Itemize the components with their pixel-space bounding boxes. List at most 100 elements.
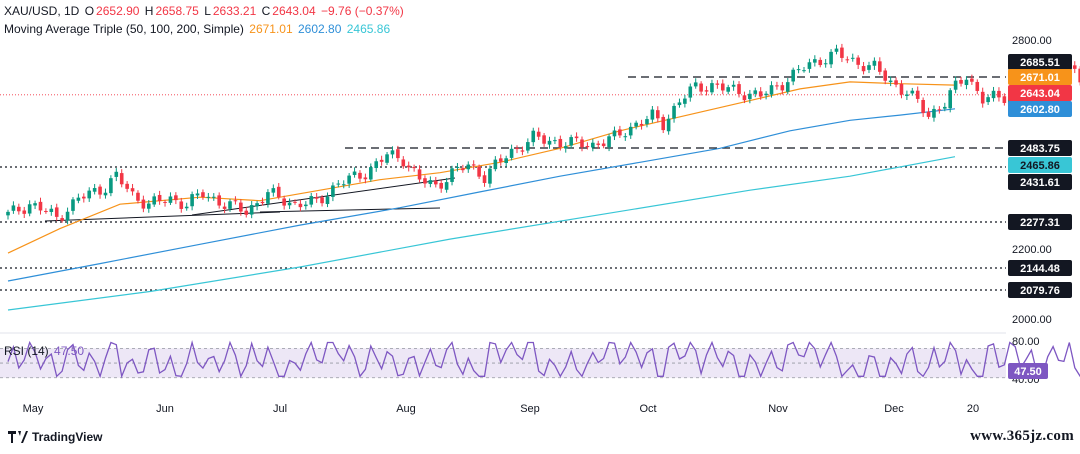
price-tag-bg	[1008, 174, 1072, 190]
price-tag-label: 2671.01	[1020, 72, 1060, 84]
candle-body	[688, 86, 693, 98]
candle-body	[466, 164, 471, 170]
candle-body	[109, 178, 113, 194]
candle-body	[136, 192, 140, 201]
candle-body	[704, 90, 709, 92]
candle-body	[574, 136, 579, 139]
change-value: −9.76 (−0.37%)	[321, 4, 404, 18]
candle-body	[628, 126, 633, 136]
x-tick-label: Oct	[639, 403, 656, 415]
candle-body	[591, 142, 595, 148]
candle-body	[125, 183, 129, 189]
candle-body	[471, 164, 476, 166]
candle-body	[634, 122, 638, 127]
price-tag-label: 2483.75	[1020, 143, 1060, 155]
rsi-line	[7, 339, 1080, 379]
rsi-tag: 47.50	[1008, 363, 1048, 379]
watermark: www.365jz.com	[970, 428, 1074, 444]
candle-body	[222, 206, 227, 209]
low-label: L	[204, 4, 211, 18]
y-tick-label: 2200.00	[1012, 244, 1052, 256]
candle-body	[255, 203, 259, 207]
close-label: C	[261, 4, 271, 18]
candle-body	[910, 90, 915, 94]
candle-body	[401, 159, 406, 167]
candle-body	[802, 70, 806, 72]
candle-body	[27, 204, 32, 214]
rsi-tag-bg	[1008, 363, 1048, 379]
candle-body	[677, 102, 682, 106]
price-tag-label: 2277.31	[1020, 217, 1060, 229]
candle-body	[195, 193, 200, 196]
candle-body	[926, 111, 931, 117]
candle-body	[769, 85, 774, 95]
candle-body	[899, 83, 904, 95]
candle-body	[482, 175, 487, 183]
candle-body	[385, 154, 389, 163]
candle-body	[509, 148, 514, 158]
candle-body	[17, 206, 21, 212]
candle-body	[553, 140, 557, 142]
candle-body	[271, 188, 276, 193]
high-value: 2658.75	[155, 4, 199, 18]
candle-body	[796, 69, 801, 71]
x-tick-label: May	[23, 403, 44, 415]
candle-body	[964, 79, 969, 86]
candle-body	[829, 51, 833, 65]
candle-body	[785, 82, 790, 92]
candle-body	[239, 202, 243, 212]
candle-body	[119, 173, 124, 185]
x-tick-label: Aug	[396, 403, 416, 415]
candle-body	[130, 188, 135, 192]
candle-body	[888, 80, 893, 82]
price-tag-label: 2079.76	[1020, 285, 1060, 297]
candle-body	[569, 137, 573, 146]
candle-body	[157, 194, 162, 202]
x-tick-label: 20	[967, 403, 979, 415]
price-tag-bg	[1008, 214, 1072, 230]
candle-body	[731, 84, 736, 87]
candle-body	[748, 93, 752, 100]
high-label: H	[144, 4, 154, 18]
rsi-header: RSI (14) 47.50	[4, 344, 86, 358]
tradingview-logo[interactable]: TradingView	[8, 430, 102, 444]
candle-body	[390, 150, 395, 155]
candle-body	[423, 178, 427, 184]
candle-body	[304, 204, 308, 207]
ma200-value: 2465.86	[346, 22, 391, 36]
price-tag: 2079.76	[1008, 282, 1072, 298]
candle-body	[141, 199, 146, 209]
price-tag: 2431.61	[1008, 174, 1072, 190]
candle-body	[937, 109, 942, 111]
candle-body	[959, 79, 963, 84]
candle-body	[563, 146, 568, 149]
candle-body	[683, 98, 687, 104]
price-tag: 2144.48	[1008, 260, 1072, 276]
price-tag-bg	[1008, 69, 1072, 85]
candle-body	[249, 205, 254, 215]
candle-body	[49, 208, 54, 212]
candle-body	[580, 139, 584, 148]
candle-body	[672, 105, 676, 119]
candle-body	[720, 83, 725, 91]
candle-body	[932, 108, 936, 118]
price-tag-bg	[1008, 157, 1072, 173]
candle-body	[498, 158, 503, 162]
candle-body	[997, 90, 1001, 98]
rsi-tag-label: 47.50	[1014, 366, 1042, 378]
price-tag: 2483.75	[1008, 140, 1072, 156]
candle-body	[33, 203, 37, 206]
candle-body	[293, 201, 297, 203]
low-value: 2633.21	[212, 4, 257, 18]
candle-body	[65, 211, 70, 221]
candle-body	[840, 47, 844, 58]
y-tick-label: 2000.00	[1012, 314, 1052, 326]
candle-body	[417, 169, 422, 180]
candle-body	[715, 83, 720, 85]
candle-body	[883, 70, 888, 81]
candle-body	[915, 90, 920, 99]
candle-body	[601, 143, 606, 147]
ma-title: Moving Average Triple (50, 100, 200, Sim…	[4, 22, 244, 36]
x-tick-label: Jun	[156, 403, 174, 415]
